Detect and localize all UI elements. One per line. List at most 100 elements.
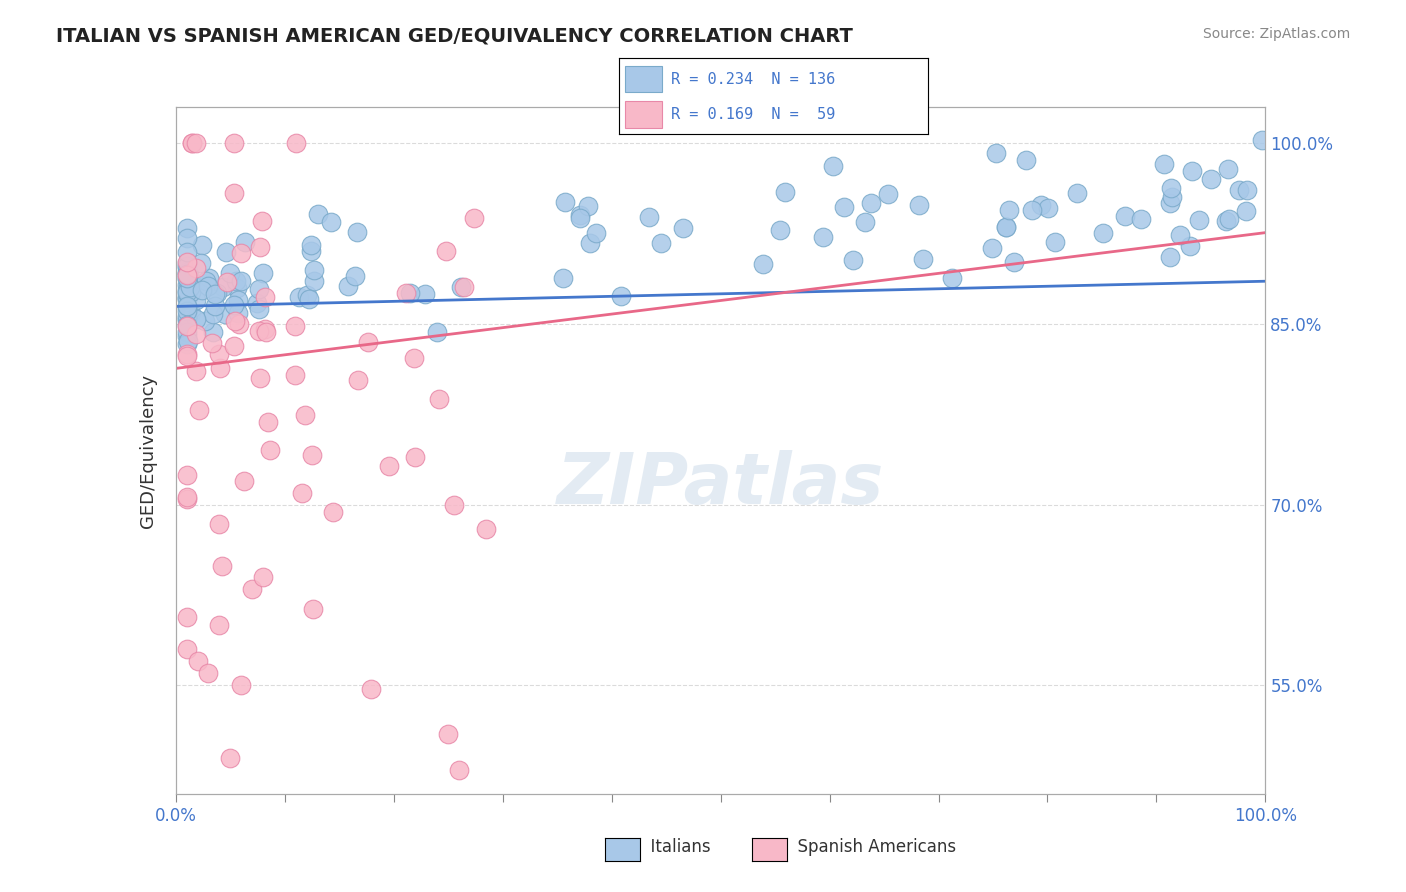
Point xyxy=(378,458,401,473)
Point xyxy=(650,236,672,251)
Point xyxy=(253,322,276,336)
Point xyxy=(1234,204,1257,219)
Point xyxy=(253,291,276,305)
Point xyxy=(231,678,253,692)
Point xyxy=(1201,172,1223,186)
Point xyxy=(299,244,322,259)
Point xyxy=(252,214,274,228)
Point xyxy=(176,326,198,340)
Point xyxy=(179,280,201,294)
Point xyxy=(215,275,238,289)
Point xyxy=(176,268,198,282)
Point xyxy=(769,223,792,237)
Point xyxy=(995,219,1018,234)
Point xyxy=(1250,133,1272,147)
Point xyxy=(197,279,219,293)
Point xyxy=(201,335,224,350)
FancyBboxPatch shape xyxy=(624,65,662,92)
Point xyxy=(177,334,200,348)
Point xyxy=(181,136,204,151)
Point xyxy=(1114,209,1136,223)
Point xyxy=(222,298,245,312)
Point xyxy=(224,314,246,328)
Point xyxy=(360,681,382,696)
Point xyxy=(176,490,198,504)
Point xyxy=(176,255,198,269)
Point xyxy=(188,403,211,417)
Point xyxy=(1159,250,1181,264)
Point xyxy=(208,618,231,632)
Point xyxy=(176,299,198,313)
Point xyxy=(176,468,198,483)
Point xyxy=(307,207,329,221)
Point xyxy=(259,443,281,458)
Point xyxy=(1188,213,1211,227)
Point xyxy=(176,318,198,333)
Point xyxy=(226,293,249,307)
Text: Italians: Italians xyxy=(619,838,710,855)
Point xyxy=(399,286,422,301)
Point xyxy=(190,255,212,269)
Point xyxy=(357,334,380,349)
Point xyxy=(443,498,465,512)
Point xyxy=(211,280,233,294)
Point xyxy=(1021,203,1043,218)
Point xyxy=(302,262,325,277)
Point xyxy=(299,238,322,252)
Point xyxy=(672,220,695,235)
Point xyxy=(463,211,485,225)
Point xyxy=(1159,196,1181,211)
Point xyxy=(176,347,198,361)
Text: Spanish Americans: Spanish Americans xyxy=(766,838,956,855)
Point xyxy=(184,293,207,308)
Point xyxy=(284,318,307,333)
Point xyxy=(1129,211,1152,226)
Point xyxy=(288,290,311,304)
Point xyxy=(176,270,198,285)
Point xyxy=(176,291,198,305)
Point xyxy=(813,230,835,244)
Point xyxy=(301,448,323,462)
Point xyxy=(180,306,202,320)
Point xyxy=(211,558,233,573)
Point xyxy=(994,220,1017,235)
Point xyxy=(475,522,498,536)
Point xyxy=(1091,226,1114,240)
Point xyxy=(404,351,426,365)
Point xyxy=(568,208,591,222)
Point xyxy=(176,265,198,279)
Point xyxy=(208,347,231,361)
Point xyxy=(176,230,198,244)
Text: ITALIAN VS SPANISH AMERICAN GED/EQUIVALENCY CORRELATION CHART: ITALIAN VS SPANISH AMERICAN GED/EQUIVALE… xyxy=(56,27,853,45)
Point xyxy=(225,281,247,295)
Point xyxy=(240,582,263,596)
Point xyxy=(404,450,426,465)
Point xyxy=(585,226,607,240)
Point xyxy=(980,241,1002,255)
Point xyxy=(832,200,855,214)
Point xyxy=(291,485,314,500)
Point xyxy=(204,287,226,301)
Point xyxy=(204,299,226,313)
Point xyxy=(298,292,321,306)
Point xyxy=(249,240,271,254)
Point xyxy=(235,235,257,250)
Point xyxy=(249,370,271,384)
Y-axis label: GED/Equivalency: GED/Equivalency xyxy=(139,374,157,527)
Point xyxy=(229,245,252,260)
Text: R = 0.169  N =  59: R = 0.169 N = 59 xyxy=(671,107,835,122)
Point xyxy=(208,517,231,532)
Point xyxy=(226,306,249,320)
Point xyxy=(176,349,198,363)
Point xyxy=(202,308,225,322)
Text: ZIPatlas: ZIPatlas xyxy=(557,450,884,519)
Point xyxy=(195,274,218,288)
Point xyxy=(337,279,360,293)
Point xyxy=(1036,201,1059,215)
Point xyxy=(437,726,460,740)
Point xyxy=(224,136,246,151)
Point xyxy=(247,324,270,338)
Point xyxy=(860,196,883,211)
Point xyxy=(184,326,207,341)
Point xyxy=(434,244,457,258)
